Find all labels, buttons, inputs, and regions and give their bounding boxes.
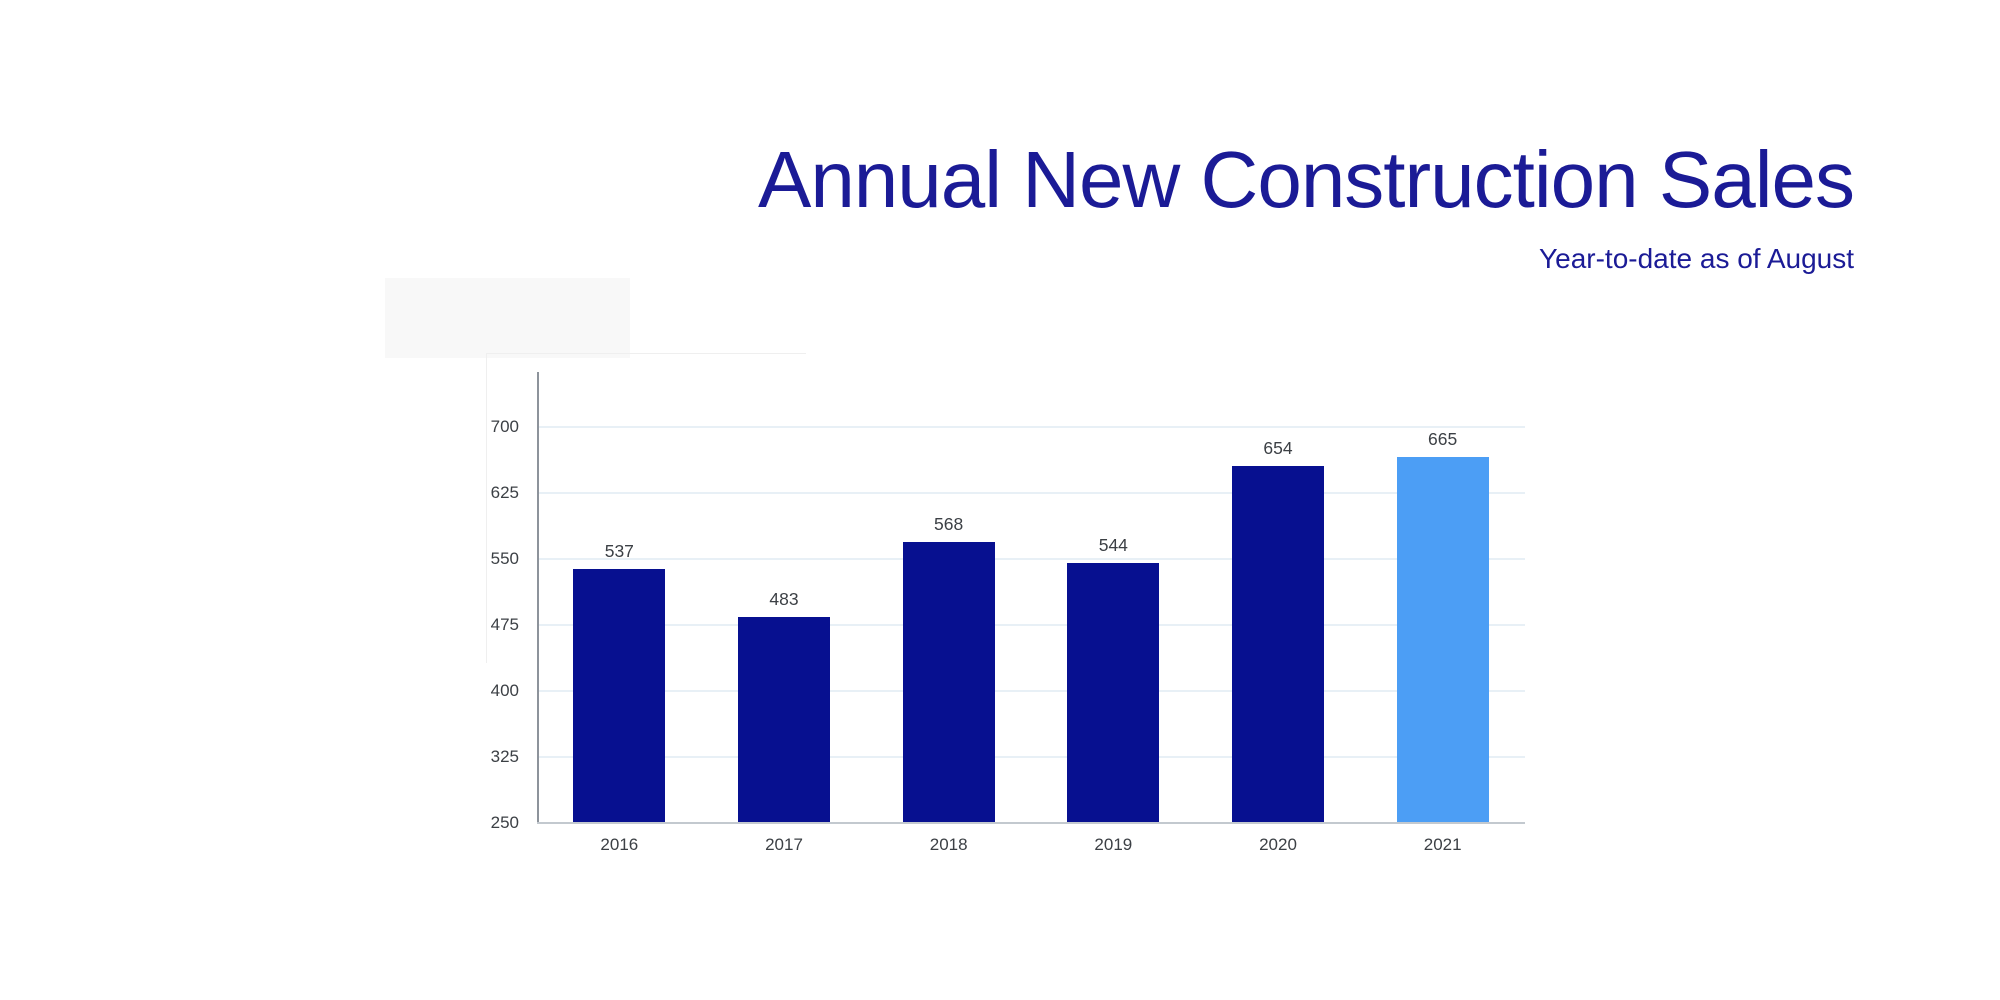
chart-subtitle: Year-to-date as of August: [1539, 243, 1854, 274]
bar: [1067, 563, 1160, 822]
y-axis-tick-label: 325: [490, 747, 519, 766]
bar-value-label: 483: [769, 588, 799, 609]
background-artifact: [385, 278, 630, 358]
y-axis-tick-label: 550: [490, 549, 519, 568]
chart-title: Annual New Construction Sales: [757, 135, 1855, 224]
y-axis-tick-label: 250: [490, 813, 519, 832]
x-axis-tick-label: 2016: [600, 835, 639, 854]
bar-value-label: 568: [934, 514, 964, 535]
y-axis-tick-label: 700: [490, 417, 519, 436]
gridline: [539, 690, 1525, 692]
gridline: [539, 756, 1525, 758]
gridline: [539, 558, 1525, 560]
y-axis-tick-label: 400: [490, 681, 519, 700]
chart-card-left-edge: [486, 353, 487, 663]
x-axis-tick-label: 2020: [1259, 835, 1297, 854]
bar: [902, 542, 995, 822]
bar: [573, 569, 666, 822]
bar-value-label: 537: [604, 541, 634, 562]
bar-value-label: 544: [1098, 535, 1128, 556]
x-axis-tick-label: 2019: [1094, 835, 1133, 854]
bar: [1396, 456, 1489, 822]
y-axis-line: [537, 372, 539, 823]
y-axis-tick-label: 625: [490, 483, 519, 502]
gridline: [539, 426, 1525, 428]
bar: [1232, 466, 1324, 822]
x-axis-tick-label: 2018: [929, 835, 968, 854]
bar-value-label: 654: [1263, 438, 1293, 459]
y-axis-tick-label: 475: [490, 615, 519, 634]
chart-header: Annual New Construction Sales Year-to-da…: [757, 135, 1855, 274]
gridline: [539, 624, 1525, 626]
x-axis-tick-label: 2021: [1423, 835, 1462, 854]
bar-value-label: 665: [1428, 428, 1458, 449]
x-axis-tick-label: 2017: [765, 835, 803, 854]
gridline: [539, 492, 1525, 494]
x-axis-baseline: [537, 822, 1525, 824]
chart-card-top-edge: [486, 353, 806, 354]
bar: [738, 616, 830, 822]
